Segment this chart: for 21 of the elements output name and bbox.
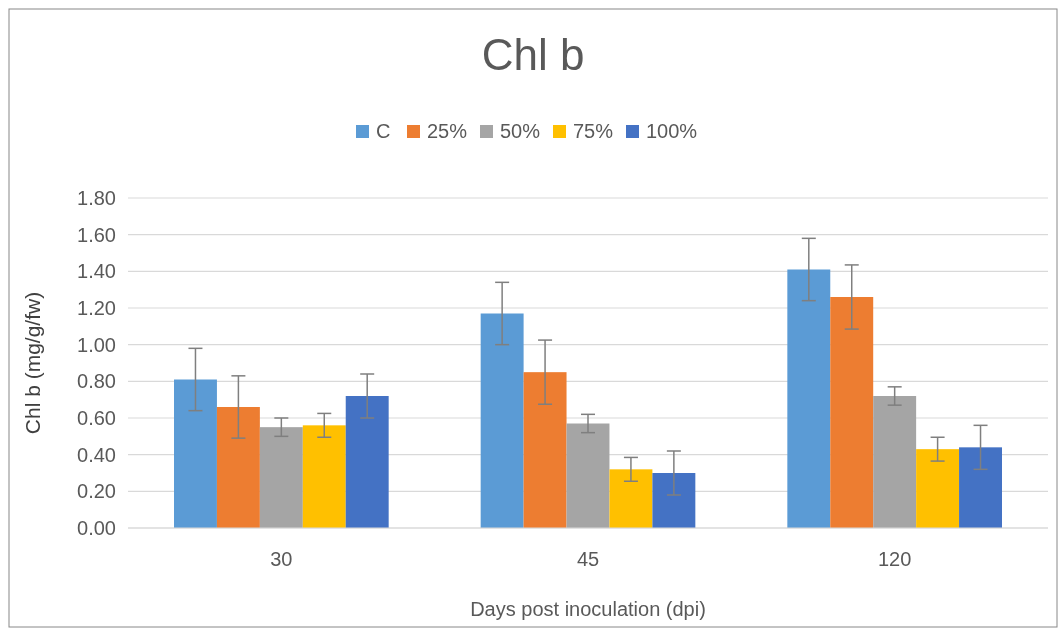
y-tick-label: 0.20: [77, 480, 116, 503]
y-tick-label: 0.40: [77, 443, 116, 466]
y-tick-label: 0.60: [77, 407, 116, 429]
x-axis-title: Days post inoculation (dpi): [470, 598, 706, 620]
legend-label: C: [376, 120, 391, 142]
y-tick-label: 1.40: [77, 260, 116, 283]
y-tick-label: 0.00: [77, 517, 116, 539]
legend-label: 75%: [573, 120, 614, 142]
y-tick-label: 1.00: [77, 333, 116, 356]
legend-label: 100%: [646, 120, 698, 142]
y-tick-label: 1.80: [77, 187, 116, 209]
x-tick-label: 45: [576, 548, 600, 570]
y-tick-label: 1.60: [77, 223, 116, 246]
x-tick-label: 30: [270, 548, 293, 570]
legend-label: 50%: [500, 120, 541, 142]
y-tick-label: 0.80: [77, 370, 116, 393]
y-tick-label: 1.20: [77, 297, 116, 319]
y-axis-title: Chl b (mg/g/fw): [21, 291, 44, 435]
legend-label: 25%: [427, 120, 468, 142]
chart-title: Chl b: [481, 30, 585, 79]
x-tick-label: 120: [877, 548, 912, 570]
